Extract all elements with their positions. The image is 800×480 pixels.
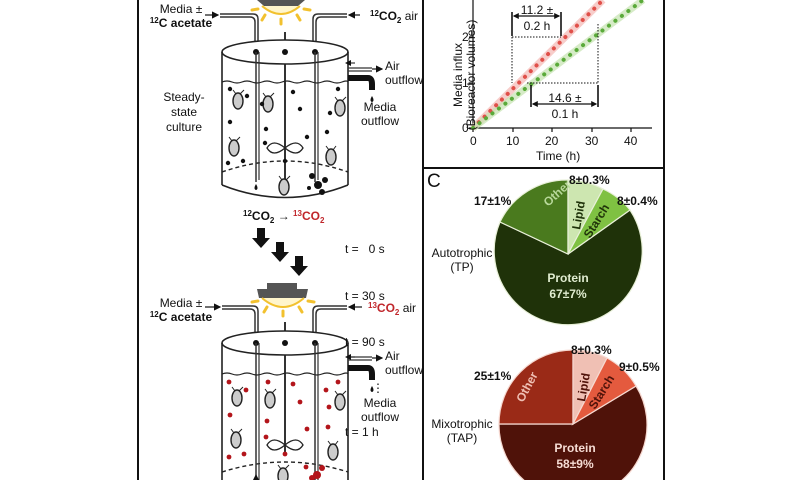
autotrophic-other-pct: 17±1% [474,194,512,208]
13co2-air-inlet-label: 13CO2 air [368,301,417,317]
annotation-doubling-auto: 14.6 ±0.1 h [548,91,582,121]
mixotrophic-lipid-pct: 8±0.3% [571,343,612,357]
media-inlet-label-bottom: Media ± 12C acetate [149,296,213,324]
y-axis-label: Media influx (Bioreactor volumes) [451,19,478,131]
x-axis-label: Time (h) [536,149,581,163]
autotrophic-starch-pct: 8±0.4% [617,194,658,208]
svg-text:Starch: Starch [586,372,618,411]
mixotrophic-protein-label: Protein 58±9% [554,441,596,471]
steady-state-culture-label: Steady-state culture [163,90,205,134]
algae-cells-icon [228,92,346,196]
light-rays-icon [250,299,316,318]
lamp-icon [257,0,305,6]
lamp-icon [257,283,308,298]
mixotrophic-label: Mixotrophic (TAP) [431,417,493,445]
media-outflow-label-bottom: Media outflow [360,396,400,424]
labeled-particles [226,379,341,480]
y-tick-2: 2 [462,30,469,44]
co2-air-inlet-label: 12CO2 air [370,9,419,25]
top-reactor [205,0,384,199]
algae-cells-icon [230,389,346,480]
media-inlet-label: Media ± 12C acetate [149,2,213,30]
panel-a-border-left [137,0,139,480]
x-tick-0: 0 [470,134,477,148]
x-tick-30: 30 [585,134,599,148]
air-outflow-label-bottom: Air outflow [385,349,424,377]
co2-switch-label: 12CO2 → 13CO2 [243,209,325,225]
x-tick-40: 40 [624,134,638,148]
bioreactor-diagram [205,0,384,480]
svg-text:Starch: Starch [581,201,613,240]
panel-divider-horizontal [422,167,665,169]
light-rays-icon [250,7,312,26]
mixotrophic-starch-pct: 9±0.5% [619,360,660,374]
sampling-times-list: t = 0 s t = 30 s t = 90 s ⋮ t = 1 h [345,242,385,439]
panel-divider-vertical [422,0,424,480]
x-tick-20: 20 [545,134,559,148]
y-tick-0: 0 [462,121,469,135]
panel-c-letter: C [427,171,441,192]
y-tick-1: 1 [462,76,469,90]
svg-text:Lipid: Lipid [569,200,588,231]
x-tick-10: 10 [506,134,520,148]
unlabeled-particles [225,86,341,195]
autotrophic-lipid-pct: 8±0.3% [569,173,610,187]
air-outflow-label: Air outflow [385,59,424,87]
bottom-reactor [205,283,384,480]
down-arrows-icon [252,228,308,276]
panel-border-right [663,0,665,480]
autotrophic-protein-label: Protein 67±7% [547,271,589,301]
autotrophic-label: Autotrophic (TP) [431,246,493,274]
svg-text:Other: Other [513,369,541,404]
svg-text:Lipid: Lipid [574,372,593,403]
annotation-doubling-mixo: 11.2 ±0.2 h [520,3,554,33]
media-outflow-label: Media outflow [360,100,400,128]
mixotrophic-other-pct: 25±1% [474,369,512,383]
